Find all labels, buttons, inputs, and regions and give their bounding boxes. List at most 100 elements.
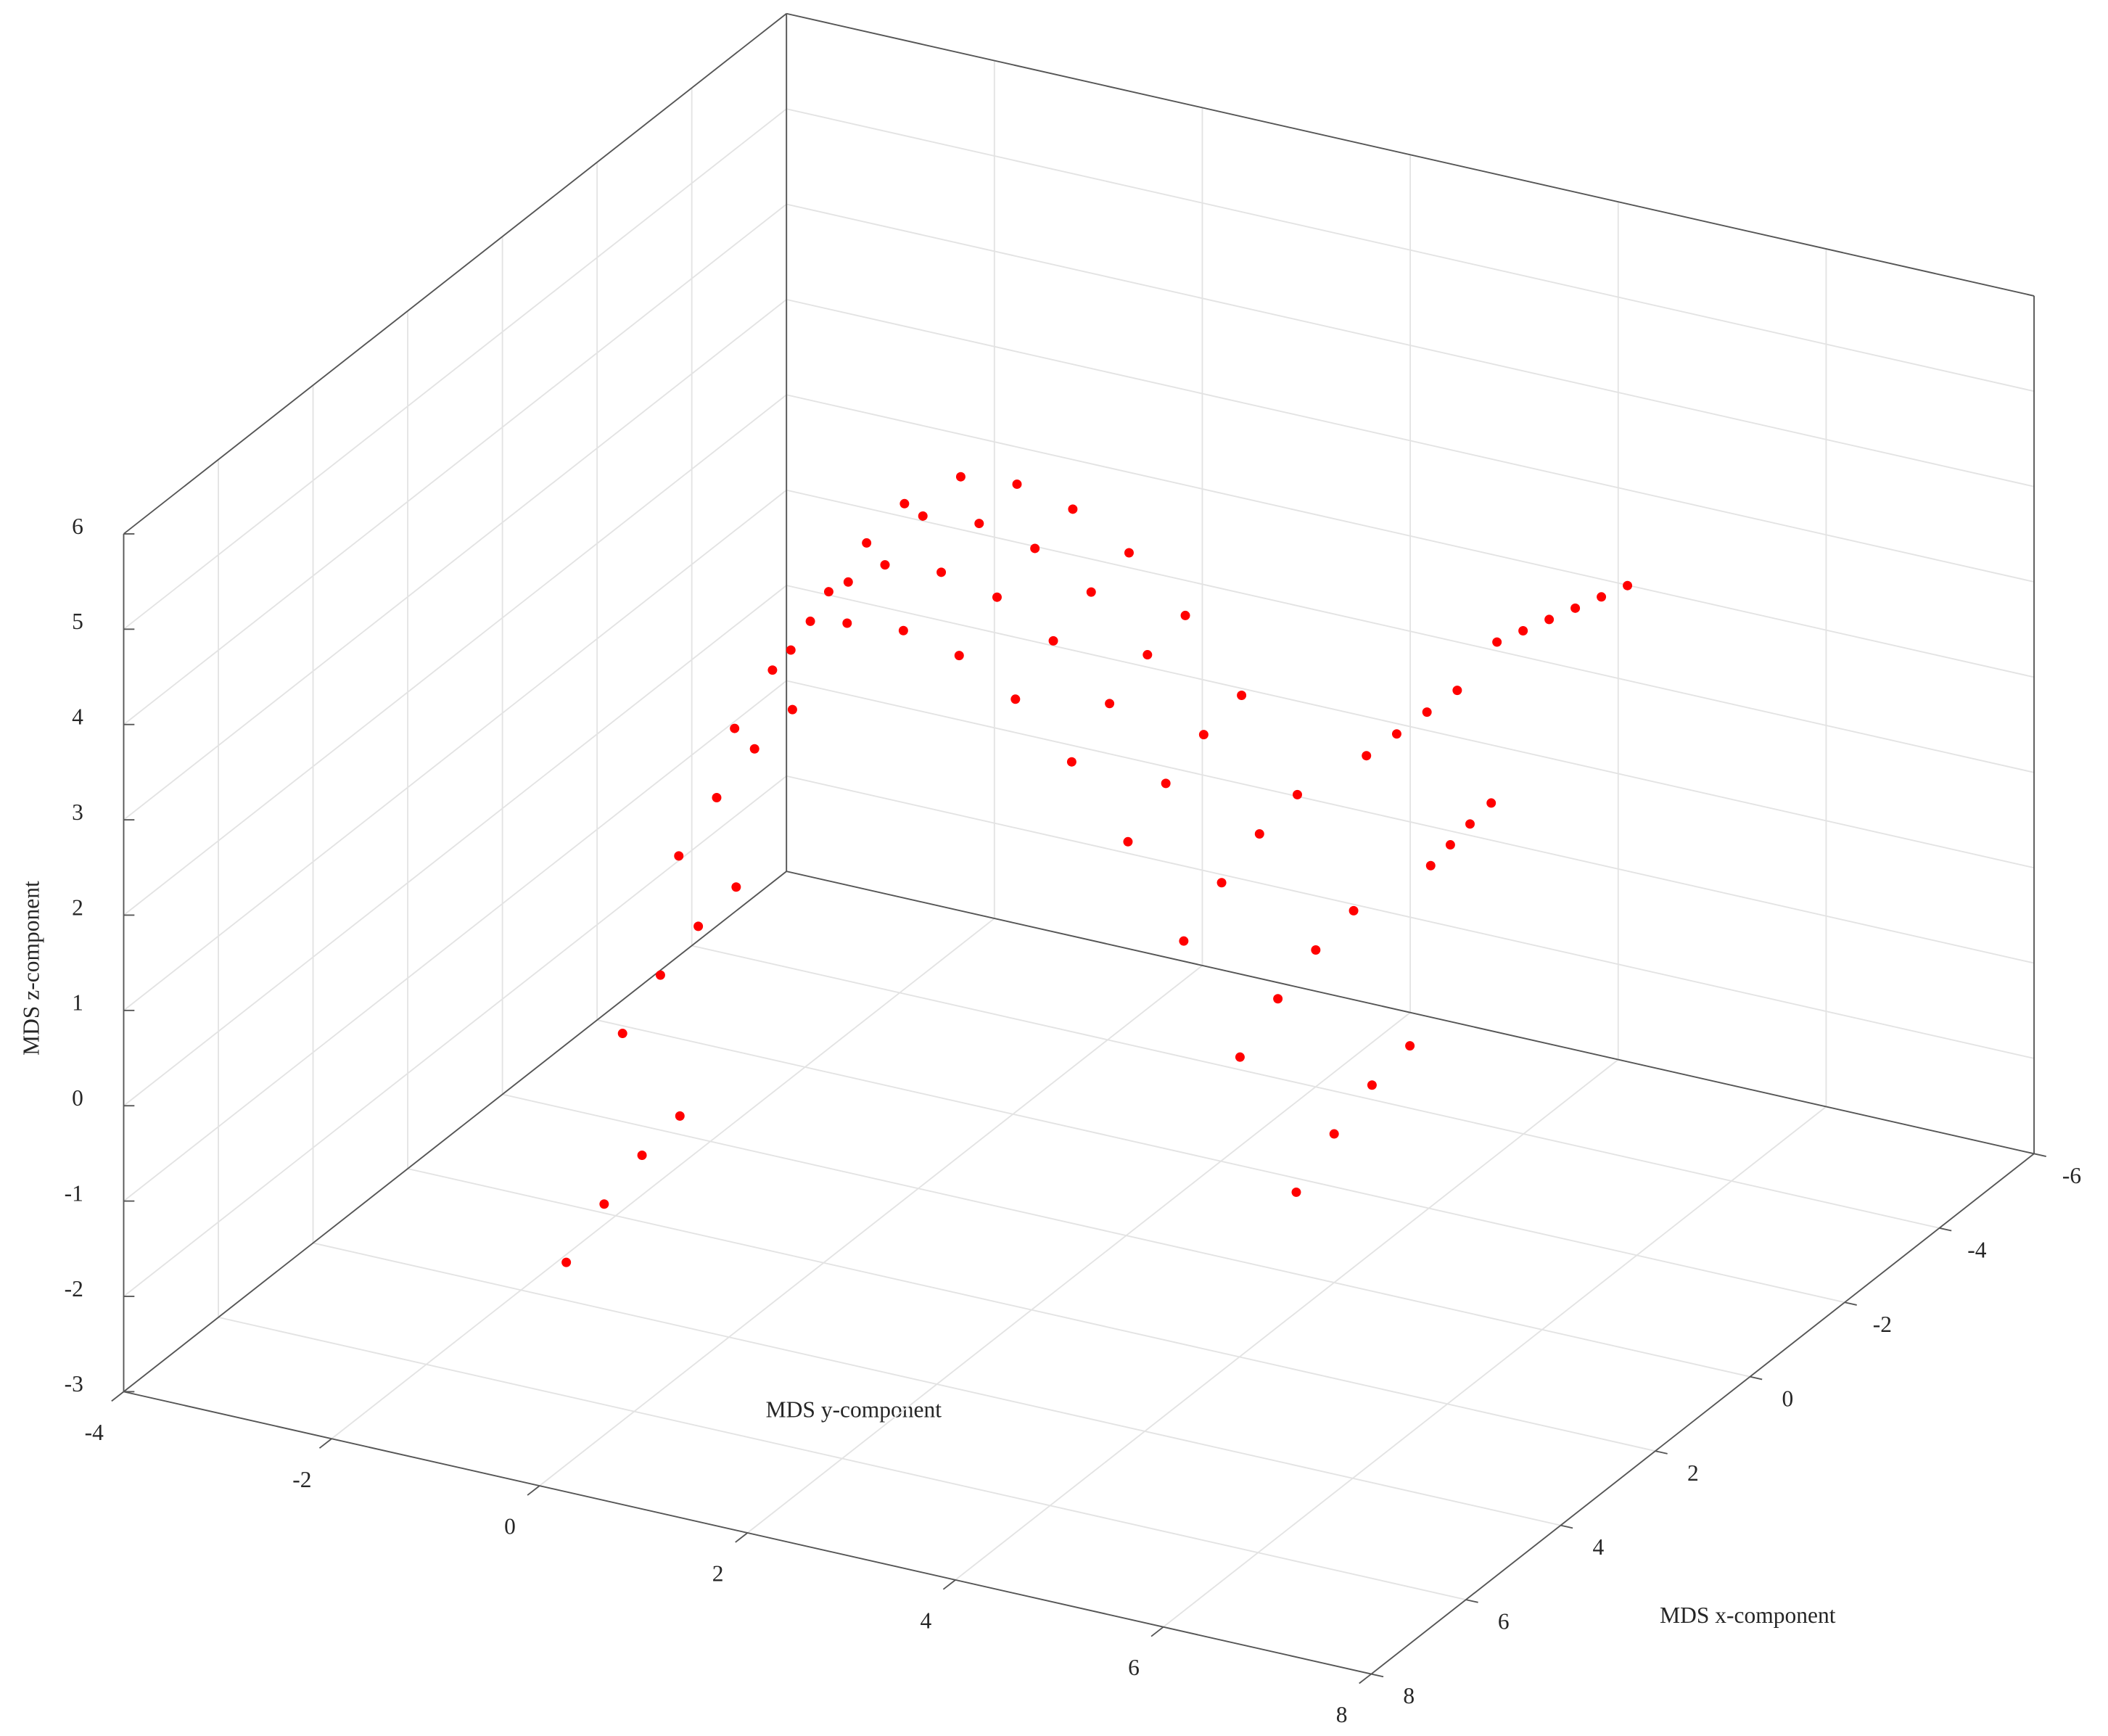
y-tick-label: 2 bbox=[712, 1561, 724, 1587]
point bbox=[617, 1029, 627, 1039]
grid-line bbox=[331, 918, 995, 1439]
point bbox=[1623, 580, 1633, 591]
z-tick-label: 1 bbox=[72, 990, 83, 1016]
grid-line bbox=[786, 394, 2035, 678]
point bbox=[805, 616, 815, 626]
point bbox=[1254, 829, 1264, 839]
point bbox=[1012, 479, 1022, 489]
grid-line bbox=[955, 1058, 1619, 1581]
x-tick-label: -6 bbox=[2062, 1163, 2081, 1188]
x-tick-label: 8 bbox=[1403, 1683, 1415, 1708]
point bbox=[974, 519, 984, 529]
grid-line bbox=[123, 585, 787, 1106]
point bbox=[655, 970, 665, 980]
axis-line bbox=[123, 871, 787, 1393]
tick-mark bbox=[2033, 1153, 2046, 1157]
x-tick-label: -2 bbox=[1873, 1312, 1892, 1337]
grid-line bbox=[746, 1012, 1411, 1534]
point bbox=[918, 511, 928, 521]
point bbox=[730, 723, 740, 733]
point bbox=[1293, 789, 1302, 799]
grid-line bbox=[123, 394, 787, 916]
x-tick-label: 0 bbox=[1782, 1386, 1794, 1411]
point bbox=[899, 498, 910, 509]
z-tick-label: 0 bbox=[72, 1085, 83, 1111]
point bbox=[561, 1257, 572, 1267]
point bbox=[843, 577, 853, 587]
tick-mark bbox=[1655, 1450, 1668, 1455]
x-tick-label: -4 bbox=[1967, 1237, 1986, 1262]
grid-line bbox=[786, 298, 2035, 583]
z-tick-label: -1 bbox=[65, 1180, 83, 1206]
point bbox=[1329, 1129, 1339, 1139]
grid-line bbox=[1163, 1106, 1827, 1628]
grid-line bbox=[786, 108, 2035, 392]
tick-mark bbox=[318, 1438, 332, 1449]
point bbox=[1452, 686, 1462, 696]
tick-mark bbox=[1939, 1227, 1952, 1232]
point bbox=[1465, 819, 1475, 829]
point bbox=[787, 704, 797, 715]
point bbox=[1518, 625, 1528, 635]
point bbox=[1105, 699, 1115, 709]
point bbox=[992, 592, 1002, 602]
grid-line bbox=[123, 108, 787, 630]
y-tick-label: -2 bbox=[292, 1467, 311, 1492]
grid-line bbox=[123, 299, 787, 820]
axis-line bbox=[123, 12, 787, 535]
point bbox=[1544, 614, 1555, 625]
tick-mark bbox=[1465, 1599, 1478, 1603]
y-tick-label: 4 bbox=[920, 1608, 931, 1633]
y-tick-label: 0 bbox=[504, 1514, 516, 1539]
point bbox=[1237, 691, 1247, 700]
z-tick-label: 4 bbox=[72, 704, 83, 730]
grid-line bbox=[123, 680, 787, 1202]
point bbox=[749, 744, 759, 754]
point bbox=[1161, 778, 1171, 789]
point bbox=[1086, 587, 1096, 597]
point bbox=[1142, 650, 1153, 660]
x-axis-label: MDS x-component bbox=[1660, 1603, 1836, 1628]
tick-mark bbox=[1560, 1524, 1573, 1529]
x-tick-label: 6 bbox=[1498, 1609, 1510, 1634]
tick-mark bbox=[1371, 1673, 1384, 1678]
point bbox=[1597, 592, 1607, 602]
point bbox=[823, 587, 833, 597]
point bbox=[1570, 603, 1581, 613]
grid-line bbox=[786, 680, 2035, 964]
point bbox=[1179, 936, 1189, 946]
tick-mark bbox=[1844, 1301, 1857, 1306]
y-axis-label: MDS y-component bbox=[766, 1396, 942, 1422]
point bbox=[712, 793, 722, 802]
tick-mark bbox=[735, 1532, 749, 1543]
point bbox=[955, 472, 966, 482]
x-tick-label: 2 bbox=[1687, 1460, 1699, 1486]
grid-line bbox=[539, 965, 1203, 1486]
tick-mark bbox=[1359, 1673, 1372, 1684]
point bbox=[880, 560, 890, 570]
point bbox=[1367, 1080, 1377, 1090]
y-tick-label: 6 bbox=[1128, 1655, 1140, 1680]
point bbox=[1124, 548, 1134, 558]
point bbox=[898, 625, 908, 635]
point bbox=[1349, 905, 1359, 916]
point bbox=[1362, 751, 1372, 761]
point bbox=[1291, 1187, 1301, 1197]
tick-mark bbox=[111, 1391, 125, 1402]
point bbox=[1010, 694, 1021, 704]
grid-line bbox=[123, 203, 787, 725]
point bbox=[1030, 543, 1040, 554]
point bbox=[1405, 1041, 1415, 1051]
point bbox=[1066, 757, 1076, 767]
point bbox=[1048, 635, 1058, 646]
z-tick-label: 3 bbox=[72, 799, 83, 825]
point bbox=[1216, 878, 1227, 888]
point bbox=[1311, 945, 1321, 955]
z-tick-label: -2 bbox=[65, 1276, 83, 1301]
z-tick-label: 2 bbox=[72, 894, 83, 920]
point bbox=[693, 921, 704, 931]
point bbox=[637, 1150, 647, 1160]
point bbox=[842, 618, 852, 628]
